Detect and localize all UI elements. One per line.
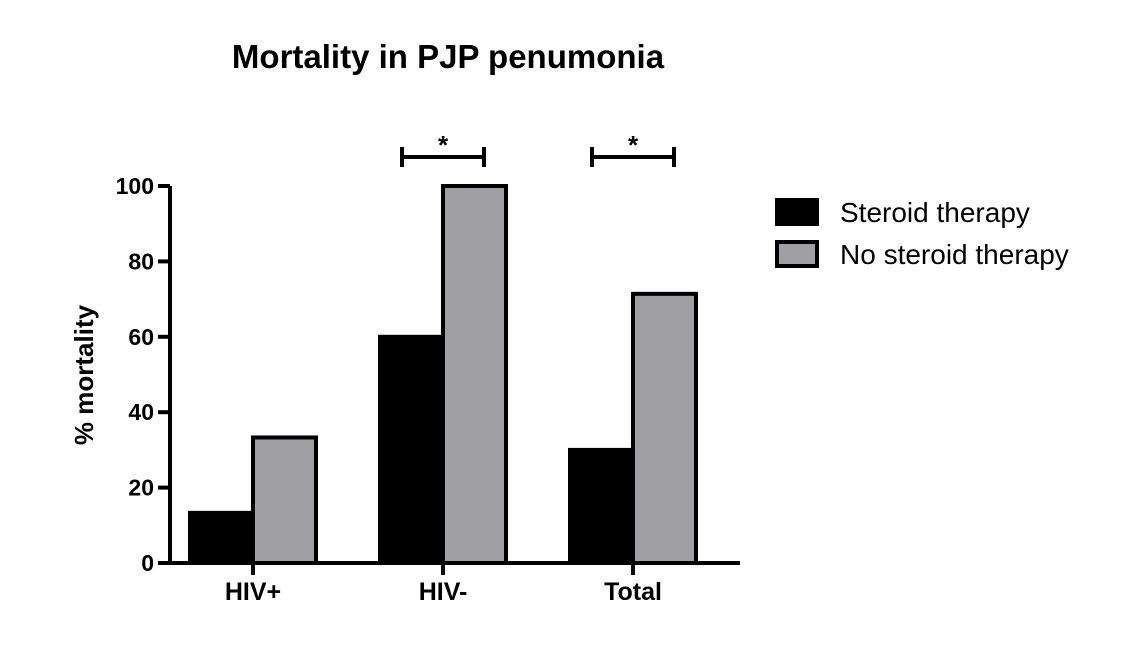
- bar-no-steroid: [441, 184, 508, 565]
- bar-steroid: [188, 510, 255, 566]
- bar-no-steroid: [251, 435, 318, 566]
- y-tick-label: 20: [128, 475, 154, 501]
- x-ticks: HIV+ HIV- Total: [225, 563, 662, 606]
- x-tick-label: Total: [604, 578, 662, 606]
- y-tick-label: 40: [128, 399, 154, 425]
- y-tick-label: 0: [141, 550, 154, 576]
- legend-label: No steroid therapy: [840, 239, 1069, 270]
- y-axis-label: % mortality: [69, 304, 99, 445]
- significance-label: *: [628, 130, 639, 160]
- legend: Steroid therapy No steroid therapy: [775, 197, 1069, 270]
- bar-steroid: [378, 334, 445, 565]
- y-tick-label: 80: [128, 248, 154, 274]
- bars: [188, 184, 698, 566]
- x-tick-label: HIV-: [419, 578, 468, 606]
- legend-label: Steroid therapy: [840, 197, 1030, 228]
- bar-no-steroid: [631, 291, 698, 565]
- x-tick-label: HIV+: [225, 578, 281, 606]
- significance-markers: * *: [400, 130, 676, 167]
- y-ticks: 0 20 40 60 80 100: [116, 173, 170, 576]
- y-tick-label: 60: [128, 324, 154, 350]
- bar-steroid: [568, 447, 635, 565]
- legend-swatch: [775, 240, 819, 268]
- significance-label: *: [438, 130, 449, 160]
- y-tick-label: 100: [116, 173, 154, 199]
- legend-swatch: [775, 198, 819, 226]
- chart-title: Mortality in PJP penumonia: [232, 38, 665, 75]
